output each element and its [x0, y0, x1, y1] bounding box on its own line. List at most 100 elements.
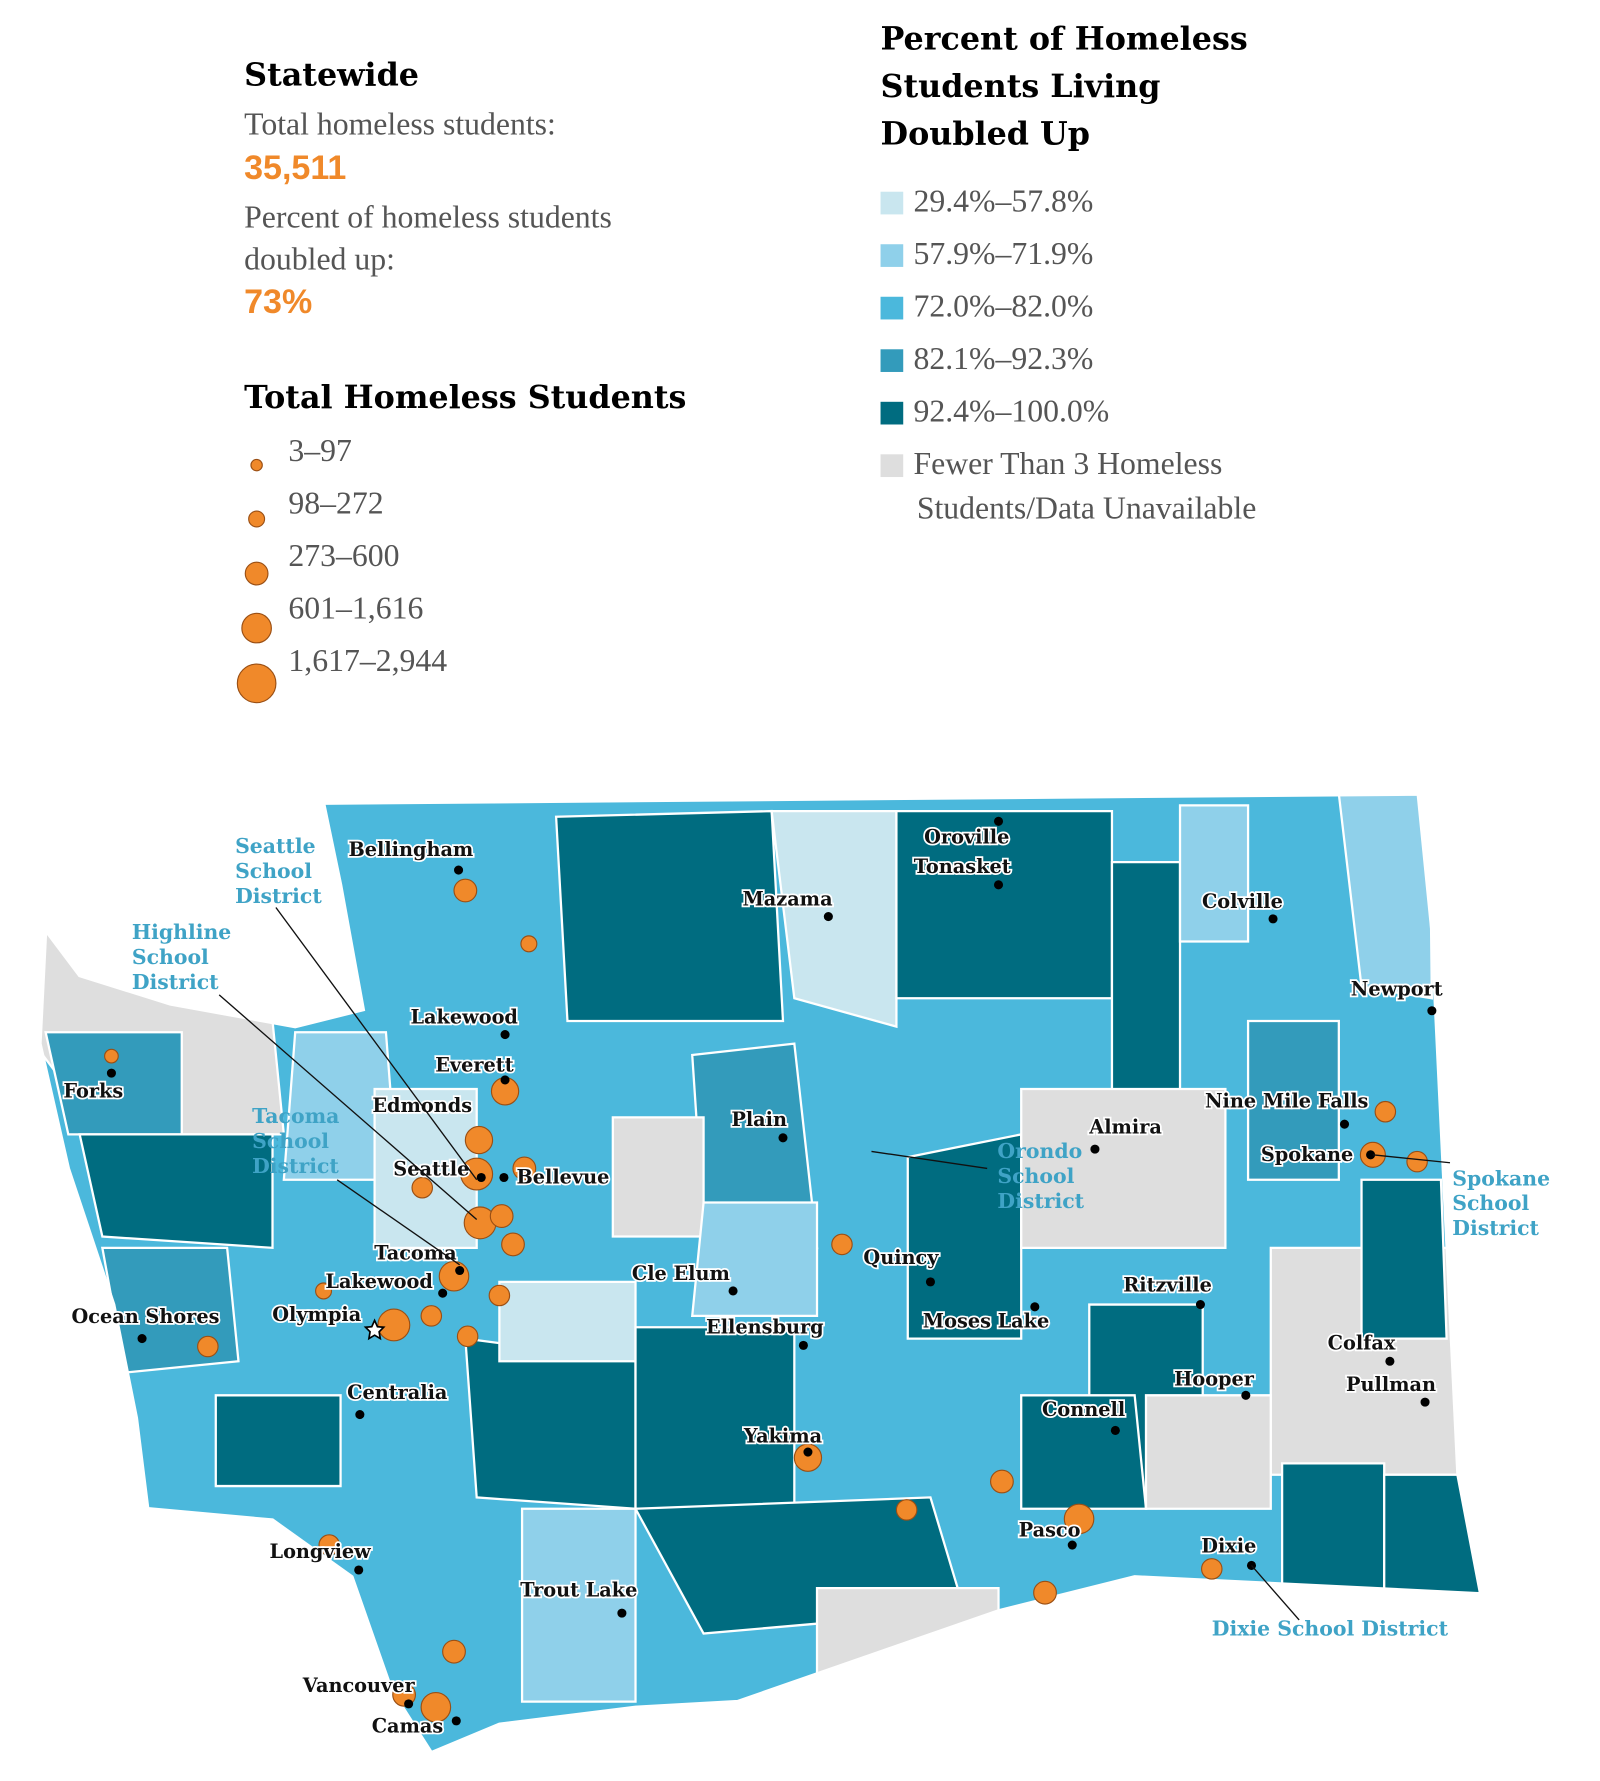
color-legend-label: 29.4%–57.8%	[913, 183, 1093, 218]
city-label: Moses Lake	[923, 1310, 1049, 1333]
callout-line	[336, 1179, 461, 1266]
size-legend-symbol	[248, 510, 266, 528]
district-circle	[895, 1499, 918, 1521]
city-label: Cle Elum	[632, 1262, 730, 1285]
callout-label: Dixie School District	[1212, 1617, 1449, 1641]
city-dot	[728, 1286, 738, 1296]
city-label: Almira	[1088, 1116, 1162, 1139]
city-label: Camas	[372, 1715, 444, 1738]
district-area	[815, 1587, 1000, 1726]
district-circle	[520, 935, 538, 953]
callout-label: District	[235, 884, 322, 908]
city-label: Tonasket	[914, 855, 1011, 878]
city-dot	[1385, 1356, 1395, 1366]
district-area	[1383, 1473, 1481, 1601]
color-legend-label: 92.4%–100.0%	[913, 394, 1109, 429]
district-area	[498, 1280, 637, 1363]
city-label: Colfax	[1328, 1331, 1396, 1354]
district-circle	[464, 1125, 494, 1155]
city-label: Hooper	[1174, 1368, 1255, 1391]
city-dot	[617, 1608, 627, 1618]
city-label: Dixie	[1201, 1534, 1256, 1557]
size-legend-symbol	[250, 458, 263, 472]
city-dot	[1110, 1425, 1120, 1436]
district-circle	[197, 1335, 219, 1358]
city-label: Ritzville	[1123, 1273, 1212, 1296]
city-label: Lakewood	[325, 1270, 433, 1293]
total-value: 35,511	[244, 149, 346, 187]
callout-label: Spokane	[1452, 1166, 1550, 1190]
city-dot	[823, 912, 833, 922]
callout-label: District	[1452, 1216, 1539, 1240]
callout-line	[1250, 1565, 1300, 1621]
city-dot	[500, 1030, 510, 1040]
callout-line	[275, 907, 478, 1181]
city-dot	[354, 1565, 364, 1575]
city-dot	[803, 1447, 813, 1457]
city-dot	[499, 1172, 509, 1183]
city-dot	[1366, 1150, 1376, 1160]
city-label: Vancouver	[302, 1674, 416, 1697]
color-legend-label: Fewer Than 3 Homeless	[913, 446, 1222, 481]
size-legend-label: 1,617–2,944	[288, 643, 447, 678]
city-label: Ellensburg	[706, 1315, 824, 1338]
city-label: Quincy	[863, 1246, 939, 1269]
district-circle	[453, 878, 478, 903]
city-dot	[451, 1716, 461, 1726]
city-label: Longview	[270, 1540, 372, 1563]
district-area	[1178, 804, 1250, 943]
percent-value: 73%	[244, 283, 312, 321]
city-dot	[137, 1334, 147, 1344]
district-circle	[456, 1325, 479, 1348]
district-area	[1020, 1087, 1227, 1249]
size-legend-symbol	[244, 561, 269, 586]
city-label: Pullman	[1346, 1373, 1436, 1396]
percent-label: Percent of homeless students	[244, 199, 612, 234]
district-circle	[990, 1469, 1014, 1494]
city-label: Forks	[63, 1079, 123, 1102]
size-legend-symbol	[236, 663, 277, 704]
city-label: Tacoma	[374, 1242, 457, 1265]
district-circle	[438, 1260, 470, 1292]
district-circle	[831, 1233, 853, 1256]
total-label: Total homeless students:	[244, 106, 556, 141]
city-dot	[798, 1340, 808, 1350]
city-dot	[476, 1172, 486, 1183]
district-circle	[377, 1308, 411, 1342]
city-label: Lakewood	[411, 1006, 519, 1029]
city-dot	[355, 1410, 365, 1420]
district-area	[770, 809, 898, 1029]
callout-label: Orondo	[997, 1139, 1082, 1163]
city-dot	[993, 816, 1004, 826]
district-circle	[489, 1204, 514, 1228]
size-legend-label: 273–600	[288, 538, 399, 573]
city-dot	[1241, 1390, 1251, 1400]
size-legend-label: 601–1,616	[288, 591, 423, 626]
city-dot	[925, 1277, 935, 1287]
color-legend-title: Doubled Up	[881, 116, 1090, 153]
city-label: Oroville	[924, 825, 1009, 848]
color-legend-swatch	[880, 296, 904, 320]
district-area	[554, 809, 785, 1023]
color-legend-swatch	[880, 401, 904, 425]
district-circle	[488, 1284, 511, 1307]
color-legend-label: 82.1%–92.3%	[913, 341, 1093, 376]
district-area	[520, 1507, 637, 1703]
state-outline	[38, 792, 1483, 1755]
city-dot	[455, 1265, 465, 1276]
city-label: Yakima	[743, 1424, 823, 1447]
district-area	[690, 1201, 819, 1318]
callout-label: District	[132, 970, 219, 994]
color-legend-swatch	[880, 191, 904, 215]
city-dot	[993, 880, 1004, 890]
callout-line	[1372, 1154, 1451, 1164]
size-legend-label: 98–272	[288, 486, 383, 521]
capital-star	[363, 1318, 386, 1341]
city-label: Colville	[1202, 890, 1283, 913]
city-label: Centralia	[347, 1381, 448, 1404]
district-area	[78, 1133, 274, 1250]
district-circles	[104, 878, 1428, 1723]
district-circle	[460, 1157, 494, 1191]
color-legend-label: 72.0%–82.0%	[913, 289, 1093, 324]
